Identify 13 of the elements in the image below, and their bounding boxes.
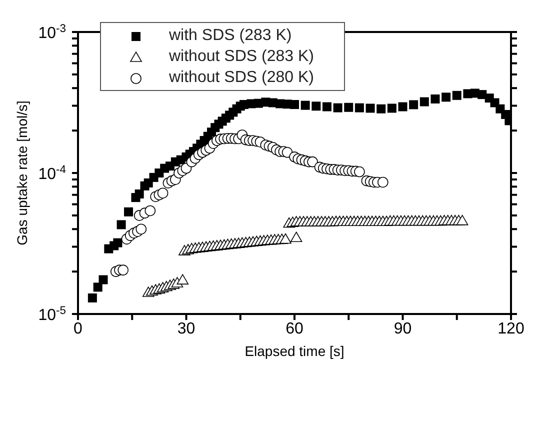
legend-label: without SDS (283 K)	[169, 47, 314, 67]
x-tick-label: 60	[286, 320, 304, 338]
legend-label: without SDS (280 K)	[169, 68, 314, 88]
x-axis-title: Elapsed time [s]	[244, 343, 344, 359]
y-tick-label: 10$^{-5}$	[38, 305, 66, 324]
x-tick-label: 30	[177, 320, 196, 338]
y-tick-label: 10$^{-4}$	[38, 164, 66, 183]
y-tick-label: 10$^{-3}$	[38, 23, 66, 42]
x-tick-label: 0	[74, 320, 83, 338]
x-tick-label: 120	[498, 320, 524, 338]
y-axis-title: Gas uptake rate [mol/s]	[14, 100, 30, 246]
x-tick-label: 90	[394, 320, 412, 338]
legend-label: with SDS (283 K)	[169, 26, 292, 46]
